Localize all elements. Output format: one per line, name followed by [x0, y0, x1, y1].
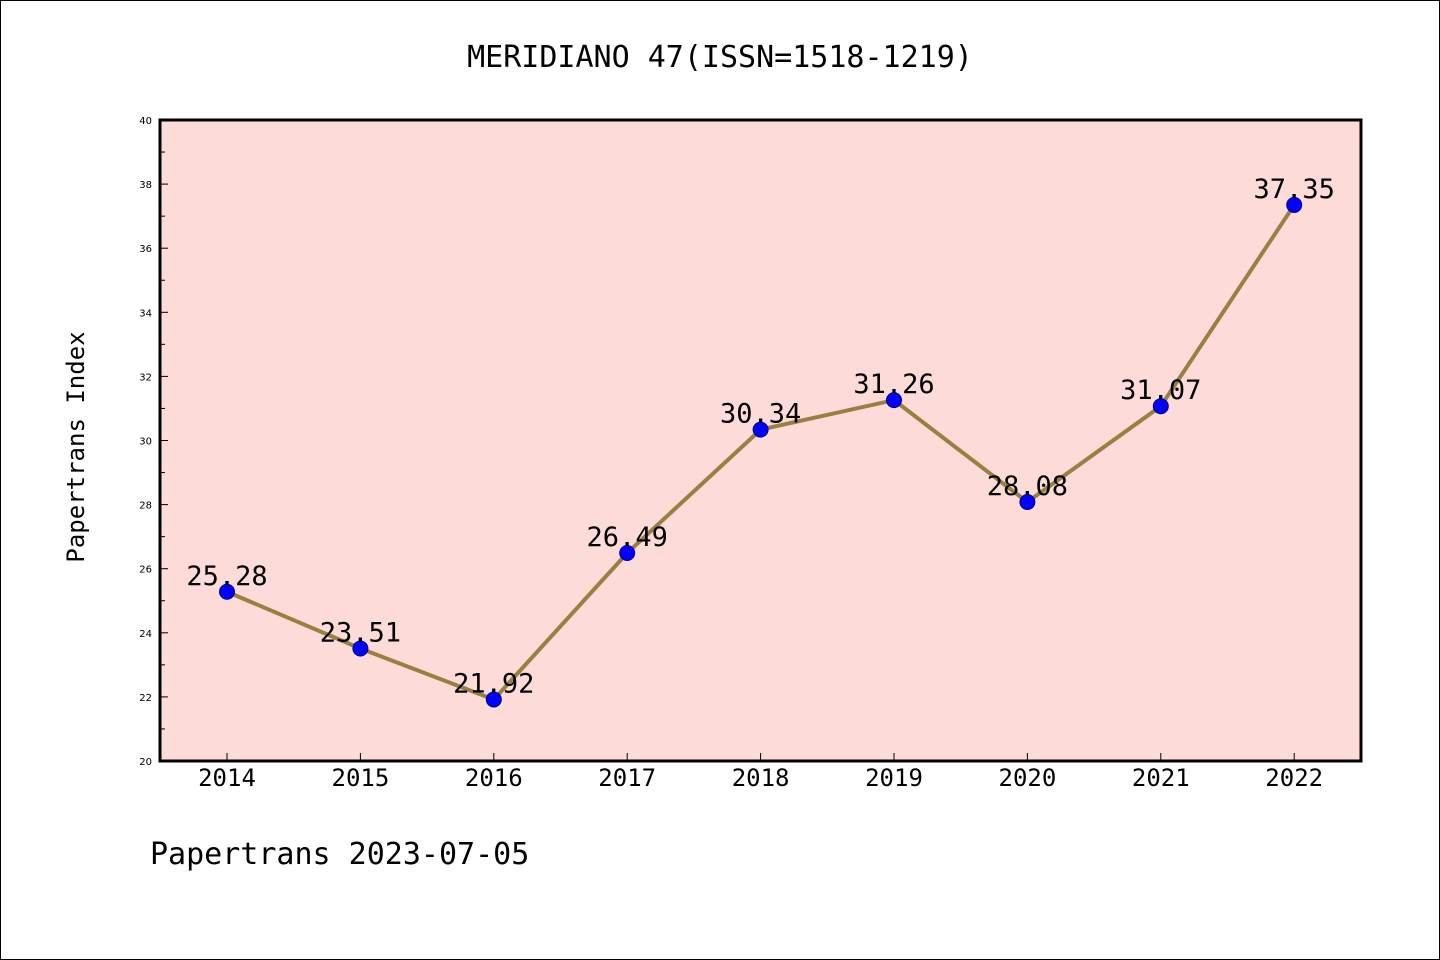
y-tick-label: 24: [139, 629, 152, 640]
data-label: 21.92: [453, 668, 534, 699]
x-tick-label: 2019: [865, 764, 923, 792]
y-tick-label: 32: [139, 372, 152, 383]
data-label: 25.28: [186, 561, 267, 592]
data-point: [1152, 398, 1169, 415]
data-label: 31.07: [1120, 375, 1201, 406]
x-axis: 2014 2015 2016 2017 2018 2019 2020 2021 2022: [198, 753, 1323, 792]
plot-area: [160, 120, 1361, 761]
x-tick-label: 2021: [1132, 764, 1190, 792]
x-tick-label: 2022: [1265, 764, 1323, 792]
data-point: [1019, 494, 1036, 511]
data-label: 30.34: [720, 399, 801, 430]
x-tick-label: 2014: [198, 764, 256, 792]
data-point: [219, 583, 235, 600]
footer-text: Papertrans 2023-07-05: [150, 837, 529, 872]
data-label: 31.26: [853, 369, 934, 400]
y-tick-label: 26: [139, 565, 152, 576]
chart-title: MERIDIANO 47(ISSN=1518-1219): [467, 40, 973, 75]
y-tick-label: 38: [139, 180, 152, 191]
data-point: [352, 640, 369, 657]
x-tick-label: 2016: [465, 764, 523, 792]
y-axis: 20 22 24 26 28 30 32 34 36 38 40: [139, 116, 168, 768]
y-tick-label: 40: [139, 116, 152, 127]
y-tick-label: 22: [139, 693, 152, 704]
y-tick-label: 20: [139, 757, 152, 768]
data-label: 28.08: [987, 471, 1068, 502]
series-group: 25.28 23.51 21.92 26.49 30.34 31.26 28.08 31.07…: [186, 174, 1335, 708]
plot-border: [158, 118, 1363, 763]
data-label: 26.49: [587, 522, 668, 553]
y-tick-label: 34: [139, 308, 152, 319]
y-tick-label: 30: [139, 437, 152, 448]
data-point: [752, 421, 769, 438]
x-tick-label: 2018: [732, 764, 790, 792]
data-point: [485, 691, 502, 708]
y-axis-label: Papertrans Index: [62, 331, 90, 562]
y-tick-label: 28: [139, 501, 152, 512]
x-tick-label: 2017: [598, 764, 656, 792]
data-label: 37.35: [1254, 174, 1335, 205]
data-point: [619, 544, 636, 561]
y-tick-label: 36: [139, 244, 152, 255]
x-tick-label: 2015: [332, 764, 390, 792]
data-point: [1286, 196, 1303, 213]
x-tick-label: 2020: [999, 764, 1057, 792]
data-label: 23.51: [320, 618, 401, 649]
data-point: [886, 392, 902, 409]
